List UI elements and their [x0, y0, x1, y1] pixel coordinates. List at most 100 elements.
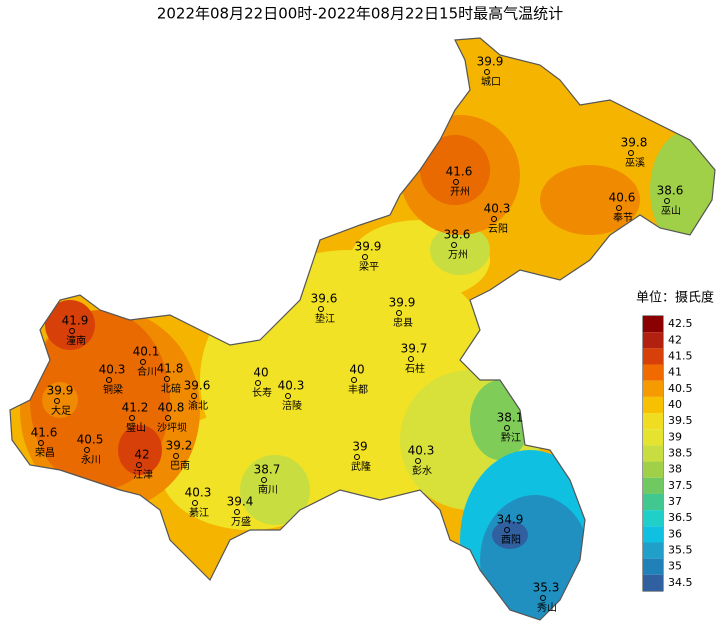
legend-swatch	[643, 316, 663, 333]
station-name: 沙坪坝	[157, 421, 187, 434]
station-value: 40.1	[133, 345, 160, 359]
legend-label: 35	[668, 560, 682, 573]
station-marker	[318, 306, 324, 312]
station-marker	[491, 216, 497, 222]
station-marker	[234, 509, 240, 515]
station-marker	[164, 376, 170, 382]
station-value: 40.5	[77, 433, 104, 447]
legend-swatch	[643, 445, 663, 462]
station-name: 北碚	[161, 382, 181, 395]
station-value: 40.3	[484, 202, 511, 216]
station-value: 38.6	[657, 184, 684, 198]
legend-swatch	[643, 477, 663, 494]
station-marker	[484, 69, 490, 75]
station-marker	[354, 454, 360, 460]
station-name: 渝北	[188, 399, 208, 412]
station-name: 永川	[81, 453, 101, 466]
station-value: 39.6	[311, 292, 338, 306]
station-marker	[504, 425, 510, 431]
station-marker	[129, 415, 135, 421]
legend-label: 42	[668, 333, 682, 346]
station-name: 荣昌	[35, 447, 55, 459]
station-name: 合川	[137, 365, 157, 378]
station-value: 41.6	[31, 426, 58, 440]
station-marker	[136, 462, 142, 468]
station-name: 武隆	[351, 460, 371, 473]
station-marker	[408, 356, 414, 362]
legend-label: 38.5	[668, 447, 693, 460]
legend-label: 36.5	[668, 511, 693, 524]
station-name: 潼南	[66, 334, 86, 347]
station-name: 丰都	[348, 383, 368, 396]
station-value: 41.6	[446, 165, 473, 179]
legend-title: 单位：摄氏度	[636, 290, 714, 306]
station-value: 40.6	[609, 191, 636, 205]
station-marker	[54, 398, 60, 404]
legend-swatch	[643, 510, 663, 527]
station-value: 40	[253, 366, 268, 380]
legend-label: 38	[668, 463, 682, 476]
station-marker	[261, 477, 267, 483]
station-value: 35.3	[533, 581, 560, 595]
legend-swatch	[643, 396, 663, 414]
legend-swatch	[643, 413, 663, 430]
station-marker	[165, 415, 171, 421]
station-name: 铜梁	[103, 383, 123, 396]
station-value: 41.8	[157, 362, 184, 376]
station-marker	[69, 328, 75, 334]
station-marker	[192, 500, 198, 506]
legend-label: 37.5	[668, 479, 693, 492]
station-value: 40.3	[99, 363, 126, 377]
station-value: 40.3	[185, 486, 212, 500]
station-name: 璧山	[126, 421, 146, 434]
station-value: 39.9	[477, 55, 504, 69]
station-value: 40	[349, 363, 364, 377]
station-value: 39.2	[166, 439, 193, 453]
legend-label: 41.5	[668, 349, 693, 362]
legend-label: 34.5	[668, 576, 693, 589]
station-name: 万盛	[231, 515, 251, 528]
station-marker	[351, 377, 357, 383]
station-name: 巫山	[661, 205, 681, 217]
legend-label: 40	[668, 398, 682, 411]
station-marker	[628, 150, 634, 156]
station-name: 黔江	[501, 431, 521, 444]
station-value: 38.1	[497, 411, 524, 425]
station-value: 40.3	[408, 444, 435, 458]
station-marker	[396, 310, 402, 316]
legend-swatch	[643, 574, 663, 591]
station-marker	[191, 393, 197, 399]
station-name: 城口	[481, 76, 501, 88]
station-name: 忠县	[393, 317, 413, 329]
station-marker	[540, 595, 546, 601]
station-name: 大足	[51, 404, 71, 417]
station-marker	[664, 198, 670, 204]
legend-swatch	[643, 348, 663, 365]
station-marker	[173, 453, 179, 459]
station-name: 石柱	[405, 362, 425, 375]
station-marker	[451, 242, 457, 248]
legend-swatch	[643, 364, 663, 381]
legend-label: 35.5	[668, 544, 693, 557]
legend-swatch	[643, 558, 663, 575]
legend-swatch	[643, 461, 663, 478]
station-value: 34.9	[497, 513, 524, 527]
legend-swatch	[643, 526, 663, 543]
station-name: 江津	[133, 469, 153, 481]
station-name: 秀山	[537, 602, 557, 614]
station-name: 巫溪	[625, 157, 645, 169]
station-name: 綦江	[189, 506, 209, 519]
station-name: 巴南	[170, 459, 190, 472]
station-value: 42	[134, 448, 149, 462]
legend-swatch	[643, 493, 663, 511]
legend-label: 40.5	[668, 382, 693, 395]
station-marker	[255, 380, 261, 386]
station-marker	[285, 393, 291, 399]
station-name: 奉节	[613, 211, 633, 224]
station-name: 云阳	[488, 223, 508, 235]
map-title: 2022年08月22日00时-2022年08月22日15时最高气温统计	[157, 5, 563, 23]
station-value: 38.7	[254, 463, 281, 477]
station-value: 39.8	[621, 136, 648, 150]
station-marker	[84, 447, 90, 453]
